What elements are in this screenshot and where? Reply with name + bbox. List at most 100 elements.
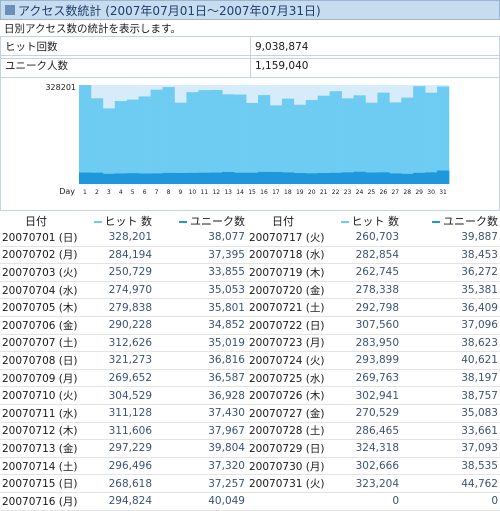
cell-date: 20070712 (木) <box>0 422 77 441</box>
hits-bar <box>102 108 116 184</box>
cell-date: 20070723 (月) <box>247 334 324 353</box>
cell-unique: 37,093 <box>401 439 500 458</box>
daily-stats-table: 日付 ヒット 数 ユニーク数 日付 ヒット 数 ユニーク数 20070701 (… <box>0 212 500 511</box>
unique-bar <box>281 172 295 184</box>
cell-unique: 33,661 <box>401 422 500 441</box>
hits-bar <box>114 101 128 184</box>
hits-bar <box>413 86 426 184</box>
unique-bar <box>210 172 223 184</box>
cell-hits: 278,338 <box>319 281 401 300</box>
cell-hits: 328,201 <box>72 229 154 247</box>
cell-date: 20070705 (木) <box>0 298 77 317</box>
cell-hits: 302,941 <box>319 386 401 405</box>
cell-unique: 34,852 <box>154 316 247 335</box>
x-tick-label: 8 <box>167 189 171 196</box>
cell-date: 20070715 (日) <box>0 474 77 493</box>
hits-bar <box>234 94 247 184</box>
cell-unique: 36,816 <box>154 351 247 370</box>
hits-bar <box>150 89 163 184</box>
table-row: 20070712 (木) 311,606 37,967 20070728 (土) 286… <box>0 422 500 441</box>
cell-hits: 321,273 <box>72 351 154 370</box>
x-tick-label: 26 <box>380 189 388 196</box>
col-header-hits-label: ヒット 数 <box>351 214 400 228</box>
unique-bar <box>389 173 402 184</box>
cell-hits: 282,854 <box>319 246 401 265</box>
cell-date: 20070729 (日) <box>247 439 324 458</box>
col-header-date: 日付 <box>25 214 47 228</box>
cell-date: 20070720 (金) <box>247 281 324 300</box>
unique-bar <box>305 173 319 184</box>
col-header-hits-label: ヒット 数 <box>104 214 153 228</box>
cell-hits: 324,318 <box>319 439 401 458</box>
unique-bar <box>126 173 139 184</box>
unique-bar <box>329 172 342 184</box>
x-tick-label: 6 <box>143 189 147 196</box>
hits-bar <box>437 86 450 184</box>
x-tick-label: 17 <box>272 189 280 196</box>
cell-date: 20070714 (土) <box>0 457 77 476</box>
unique-bar <box>246 172 259 184</box>
hits-bar <box>90 98 104 184</box>
cell-hits: 323,204 <box>319 474 401 493</box>
cell-hits: 311,128 <box>72 404 154 423</box>
cell-date: 20070703 (火) <box>0 263 77 282</box>
x-tick-label: 31 <box>439 189 447 196</box>
x-tick-label: 28 <box>403 189 411 196</box>
unique-bar <box>102 173 116 184</box>
unique-bar <box>269 171 283 184</box>
unique-legend-swatch <box>432 220 440 223</box>
cell-date: 20070719 (木) <box>247 263 324 282</box>
table-header-row: 日付 ヒット 数 ユニーク数 日付 ヒット 数 ユニーク数 <box>0 212 500 229</box>
cell-hits: 312,626 <box>72 334 154 353</box>
cell-hits: 262,745 <box>319 263 401 282</box>
hits-bar <box>401 97 414 184</box>
unique-bar <box>90 172 104 184</box>
cell-unique: 37,395 <box>154 246 247 265</box>
cell-unique: 33,855 <box>154 263 247 282</box>
cell-unique: 38,535 <box>401 457 500 476</box>
unique-bar <box>293 173 307 184</box>
x-tick-label: 21 <box>320 189 328 196</box>
col-header-unique: ユニーク数 <box>401 212 500 229</box>
hits-bar <box>138 96 151 184</box>
cell-date: 20070728 (土) <box>247 422 324 441</box>
y-tick-label: 328201 <box>45 83 76 92</box>
cell-unique: 35,083 <box>401 404 500 423</box>
daily-chart: 328201 Day 1 2 3 4 5 6 7 8 9 10 11 12 13 14 15 16 17 18 19… <box>0 77 500 211</box>
hits-bar <box>269 105 283 184</box>
cell-unique: 38,453 <box>401 246 500 265</box>
hits-legend-swatch <box>340 220 349 223</box>
cell-unique: 40,049 <box>154 492 247 511</box>
x-tick-label: 9 <box>179 189 183 196</box>
hits-bar <box>365 102 378 184</box>
x-tick-label: 2 <box>95 189 99 196</box>
cell-date: 20070713 (金) <box>0 439 77 458</box>
table-row: 20070703 (火) 250,729 33,855 20070719 (木) 262… <box>0 263 500 282</box>
cell-unique: 37,967 <box>154 422 247 441</box>
cell-hits: 293,899 <box>319 351 401 370</box>
table-row: 20070708 (日) 321,273 36,816 20070724 (火) 293… <box>0 351 500 370</box>
cell-hits: 307,560 <box>319 316 401 335</box>
x-tick-label: 7 <box>155 189 159 196</box>
cell-date: 20070725 (水) <box>247 369 324 388</box>
x-tick-label: 13 <box>224 189 232 196</box>
summary-value: 1,159,040 <box>255 60 309 72</box>
hits-bar <box>329 91 342 184</box>
x-tick-label: 29 <box>415 189 423 196</box>
cell-hits: 304,529 <box>72 386 154 405</box>
x-tick-label: 20 <box>308 189 316 196</box>
summary-label: ヒット回数 <box>1 37 251 58</box>
cell-hits: 284,194 <box>72 246 154 265</box>
cell-hits: 268,618 <box>72 474 154 493</box>
hits-bar <box>210 90 223 184</box>
x-tick-label: 15 <box>248 189 256 196</box>
daily-bar-chart: 328201 Day 1 2 3 4 5 6 7 8 9 10 11 12 13 14 15 16 17 18 19… <box>45 83 450 196</box>
page-header: アクセス数統計 (2007年07月01日〜2007年07月31日) <box>0 0 500 20</box>
cell-unique: 35,053 <box>154 281 247 300</box>
unique-bar <box>401 173 414 184</box>
table-row: 20070711 (水) 311,128 37,430 20070727 (金) 270… <box>0 404 500 423</box>
cell-date: 20070710 (火) <box>0 386 77 405</box>
hits-bar <box>353 95 366 184</box>
header-square-icon <box>5 5 15 15</box>
cell-date: 20070707 (土) <box>0 334 77 353</box>
